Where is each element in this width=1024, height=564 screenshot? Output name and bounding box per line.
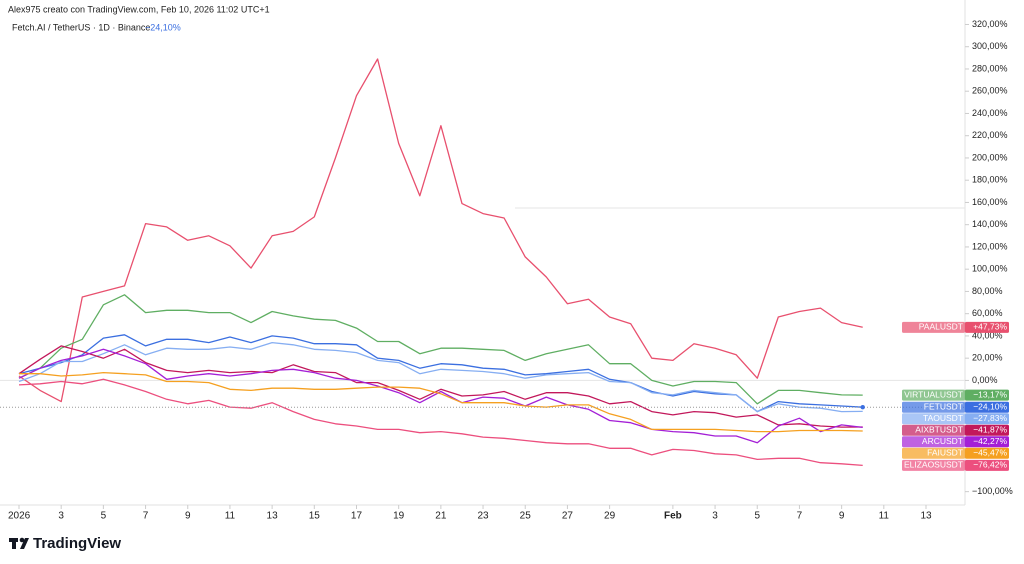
badge-value: −42,27% bbox=[973, 436, 1007, 446]
x-tick-label: 7 bbox=[797, 511, 803, 522]
x-tick-label: 25 bbox=[520, 511, 532, 522]
legend-badge: AIXBTUSDT −41,87% bbox=[902, 424, 1009, 436]
series-line bbox=[18, 58, 863, 403]
y-tick-label: 20,00% bbox=[972, 353, 1003, 363]
y-tick-label: −100,00% bbox=[972, 486, 1013, 496]
series-line bbox=[18, 345, 863, 428]
badge-value-bg bbox=[965, 459, 1009, 471]
y-tick-label: 60,00% bbox=[972, 308, 1003, 318]
y-tick-label: 240,00% bbox=[972, 108, 1008, 118]
series-line bbox=[18, 348, 863, 444]
x-tick-label: 3 bbox=[712, 511, 718, 522]
y-tick-label: 180,00% bbox=[972, 175, 1008, 185]
badge-name-bg bbox=[902, 447, 965, 459]
x-tick-label: 5 bbox=[101, 511, 107, 522]
legend-badge: FAIUSDT −45,47% bbox=[902, 447, 1009, 459]
series-line bbox=[19, 371, 863, 433]
badge-value: −45,47% bbox=[973, 447, 1007, 457]
legend-name: ELIZAOSUSDT bbox=[904, 460, 963, 470]
x-tick-label: 2026 bbox=[8, 511, 31, 522]
badge-name-bg bbox=[902, 459, 965, 471]
x-tick-label: 11 bbox=[879, 511, 890, 522]
series-line bbox=[18, 334, 863, 413]
logo-icon bbox=[9, 537, 29, 549]
x-tick-label: 19 bbox=[393, 511, 405, 522]
badge-value: −41,87% bbox=[973, 424, 1007, 434]
x-tick-label: 15 bbox=[309, 511, 321, 522]
legend-badge: ARCUSDT −42,27% bbox=[902, 436, 1009, 448]
badge-value: +47,73% bbox=[973, 322, 1007, 332]
badge-name-bg bbox=[902, 401, 965, 413]
y-tick-label: 200,00% bbox=[972, 152, 1008, 162]
x-tick-label: 11 bbox=[225, 511, 236, 522]
badge-name-bg bbox=[902, 413, 965, 425]
x-tick-label: 23 bbox=[477, 511, 489, 522]
x-tick-label: 9 bbox=[185, 511, 191, 522]
y-tick-label: 0,00% bbox=[972, 375, 998, 385]
badge-value-bg bbox=[965, 413, 1009, 425]
x-tick-label: 13 bbox=[920, 511, 932, 522]
legend-badge: TAOUSDT −27,83% bbox=[902, 413, 1009, 425]
x-tick-label: 5 bbox=[754, 511, 760, 522]
x-tick-label: Feb bbox=[664, 511, 682, 522]
badge-value: −13,17% bbox=[973, 389, 1007, 399]
series-line bbox=[18, 341, 863, 413]
legend-name: TAOUSDT bbox=[923, 413, 963, 423]
legend-name: PAALUSDT bbox=[919, 322, 963, 332]
badge-value: −24,10% bbox=[973, 401, 1007, 411]
y-tick-label: 320,00% bbox=[972, 19, 1008, 29]
legend-name: FAIUSDT bbox=[927, 447, 963, 457]
legend-name: VIRTUALUSDT bbox=[904, 389, 963, 399]
x-tick-label: 13 bbox=[267, 511, 279, 522]
series-line bbox=[18, 378, 863, 467]
symbol: Fetch.AI / TetherUS · 1D · Binance bbox=[12, 22, 150, 32]
x-tick-label: 21 bbox=[435, 511, 447, 522]
legend-badge: FETUSDT −24,10% bbox=[902, 401, 1009, 413]
badge-value: −27,83% bbox=[973, 413, 1007, 423]
badge-value-bg bbox=[965, 447, 1009, 459]
x-tick-label: 7 bbox=[143, 511, 149, 522]
legend-name: ARCUSDT bbox=[922, 436, 963, 446]
legend-name: AIXBTUSDT bbox=[915, 424, 963, 434]
badge-name-bg bbox=[902, 389, 965, 401]
series-line bbox=[18, 294, 863, 405]
badge-value: −76,42% bbox=[973, 460, 1007, 470]
x-tick-label: 27 bbox=[562, 511, 574, 522]
badge-name-bg bbox=[902, 436, 965, 448]
badge-value-bg bbox=[965, 321, 1009, 333]
y-tick-label: 280,00% bbox=[972, 63, 1008, 73]
y-tick-label: 80,00% bbox=[972, 286, 1003, 296]
badge-value-bg bbox=[965, 424, 1009, 436]
legend-badge: VIRTUALUSDT −13,17% bbox=[902, 389, 1009, 401]
y-tick-label: 260,00% bbox=[972, 86, 1008, 96]
y-tick-label: 220,00% bbox=[972, 130, 1008, 140]
last-point bbox=[860, 405, 865, 410]
badge-value-bg bbox=[965, 401, 1009, 413]
legend-badge: ELIZAOSUSDT −76,42% bbox=[902, 460, 1009, 471]
badge-name-bg bbox=[902, 321, 965, 333]
y-tick-label: 40,00% bbox=[972, 330, 1003, 340]
x-tick-label: 17 bbox=[351, 511, 363, 522]
y-tick-label: 160,00% bbox=[972, 197, 1008, 207]
symbol-change: −24,10% bbox=[145, 22, 181, 32]
legend-name: FETUSDT bbox=[924, 401, 963, 411]
x-tick-label: 3 bbox=[58, 511, 64, 522]
y-tick-label: 100,00% bbox=[972, 264, 1008, 274]
logo: TradingView bbox=[33, 535, 121, 552]
y-tick-label: 300,00% bbox=[972, 41, 1008, 51]
x-tick-label: 9 bbox=[839, 511, 845, 522]
y-tick-label: 140,00% bbox=[972, 219, 1008, 229]
legend-badge: PAALUSDT +47,73% bbox=[902, 322, 1009, 333]
y-tick-label: 120,00% bbox=[972, 241, 1008, 251]
credit: Alex975 creato con TradingView.com, Feb … bbox=[8, 4, 270, 14]
badge-value-bg bbox=[965, 436, 1009, 448]
badge-name-bg bbox=[902, 424, 965, 436]
x-tick-label: 29 bbox=[604, 511, 616, 522]
badge-value-bg bbox=[965, 389, 1009, 401]
